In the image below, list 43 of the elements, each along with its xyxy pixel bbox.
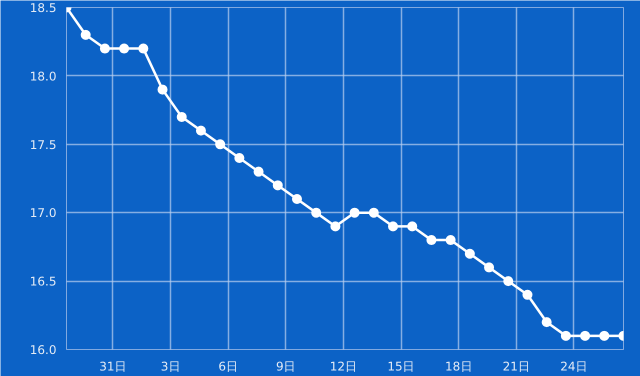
x-tick-label: 31日 xyxy=(99,360,127,374)
point xyxy=(407,221,418,232)
point xyxy=(330,221,340,232)
point xyxy=(272,180,283,190)
y-tick-label: 16.5 xyxy=(30,274,56,289)
x-tick-label: 21日 xyxy=(502,360,530,374)
point xyxy=(599,330,610,341)
x-tick-label: 6日 xyxy=(218,360,238,374)
x-tick-label: 24日 xyxy=(560,360,588,374)
point xyxy=(522,290,532,300)
point xyxy=(560,330,571,341)
point xyxy=(292,194,302,204)
y-tick-label: 16.0 xyxy=(30,343,56,357)
point xyxy=(254,166,264,177)
point xyxy=(388,221,398,232)
point xyxy=(80,30,91,40)
x-tick-label: 9日 xyxy=(276,360,296,374)
point xyxy=(446,235,456,246)
point xyxy=(119,44,130,54)
point xyxy=(196,126,206,136)
point xyxy=(234,152,244,163)
y-tick-label: 17.0 xyxy=(30,206,56,220)
point xyxy=(542,317,552,328)
point xyxy=(311,208,322,218)
x-tick-label: 3日 xyxy=(160,360,180,374)
point xyxy=(100,44,110,54)
point xyxy=(484,262,494,272)
point xyxy=(176,112,187,122)
x-tick-label: 18日 xyxy=(445,360,472,374)
y-tick-label: 17.5 xyxy=(30,138,56,152)
x-tick-label: 15日 xyxy=(387,360,415,374)
y-tick-label: 18.0 xyxy=(30,69,56,84)
point xyxy=(350,208,360,218)
point xyxy=(158,84,168,95)
point xyxy=(368,208,379,218)
point xyxy=(138,44,148,54)
x-tick-label: 12日 xyxy=(330,360,358,374)
point xyxy=(464,248,475,259)
point xyxy=(503,276,514,286)
y-tick-label: 18.5 xyxy=(30,1,56,15)
point xyxy=(580,330,590,341)
point xyxy=(215,139,226,150)
point xyxy=(426,235,436,246)
